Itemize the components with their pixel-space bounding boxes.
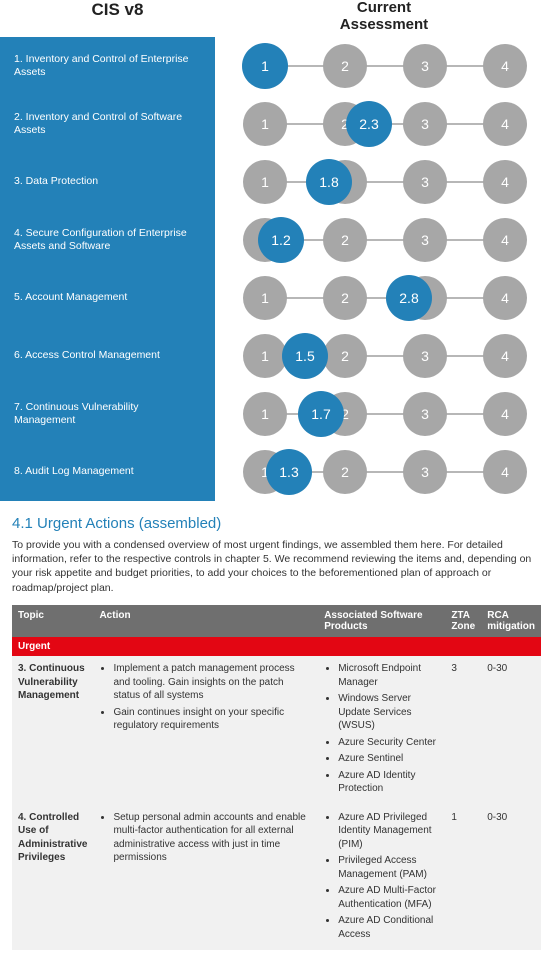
chart-score-row: 12341 — [225, 37, 553, 95]
chart-scale-node: 4 — [483, 218, 527, 262]
chart-scale-node: 3 — [403, 160, 447, 204]
product-item: Privileged Access Management (PAM) — [338, 854, 439, 881]
chart-score-row: 12341.7 — [225, 385, 553, 443]
product-item: Azure Security Center — [338, 736, 439, 750]
section-desc: To provide you with a condensed overview… — [12, 538, 541, 595]
cell-topic: 3. Continuous Vulnerability Management — [12, 656, 93, 805]
chart-scale-node: 4 — [483, 450, 527, 494]
cell-zta: 3 — [445, 656, 481, 805]
chart-scale-node: 3 — [403, 334, 447, 378]
chart-scale-node: 3 — [403, 218, 447, 262]
cell-action: Implement a patch management process and… — [93, 656, 318, 805]
product-item: Windows Server Update Services (WSUS) — [338, 692, 439, 733]
chart-scale-node: 4 — [483, 334, 527, 378]
chart-label: 4. Secure Configuration of Enterprise As… — [0, 211, 215, 269]
action-item: Gain continues insight on your specific … — [113, 706, 312, 733]
header-right-l1: Current — [357, 0, 411, 16]
chart-label: 2. Inventory and Control of Software Ass… — [0, 95, 215, 153]
chart-scale-node: 2 — [323, 218, 367, 262]
chart-label: 6. Access Control Management — [0, 327, 215, 385]
chart-score-marker: 2.8 — [386, 275, 432, 321]
chart-score-row: 12341.2 — [225, 211, 553, 269]
col-topic: Topic — [12, 605, 93, 637]
chart-score-marker: 2.3 — [346, 101, 392, 147]
chart-scale-node: 1 — [243, 334, 287, 378]
chart-labels-column: 1. Inventory and Control of Enterprise A… — [0, 37, 215, 501]
chart-line — [265, 181, 505, 183]
chart-score-marker: 1.8 — [306, 159, 352, 205]
urgent-actions-table: Topic Action Associated Software Product… — [12, 605, 541, 951]
chart-score-marker: 1 — [242, 43, 288, 89]
chart-scale-node: 2 — [323, 44, 367, 88]
col-action: Action — [93, 605, 318, 637]
action-item: Setup personal admin accounts and enable… — [113, 811, 312, 865]
chart-line — [265, 297, 505, 299]
chart-score-row: 12341.8 — [225, 153, 553, 211]
product-item: Microsoft Endpoint Manager — [338, 662, 439, 689]
chart-scale-node: 1 — [243, 392, 287, 436]
chart-scale-node: 4 — [483, 44, 527, 88]
product-item: Azure AD Identity Protection — [338, 769, 439, 796]
chart-score-row: 12342.8 — [225, 269, 553, 327]
chart-scale-node: 3 — [403, 392, 447, 436]
action-item: Implement a patch management process and… — [113, 662, 312, 703]
cell-products: Microsoft Endpoint Manager Windows Server… — [318, 656, 445, 805]
table-row: 3. Continuous Vulnerability Management Im… — [12, 656, 541, 805]
chart-scale-node: 1 — [243, 102, 287, 146]
cell-rca: 0-30 — [481, 805, 541, 951]
chart-scale-node: 4 — [483, 160, 527, 204]
chart-score-row: 12342.3 — [225, 95, 553, 153]
cell-topic: 4. Controlled Use of Administrative Priv… — [12, 805, 93, 951]
product-item: Azure AD Multi-Factor Authentication (MF… — [338, 884, 439, 911]
header-row: CIS v8 Current Assessment — [0, 0, 553, 33]
chart-label: 5. Account Management — [0, 269, 215, 327]
chart-scale-node: 4 — [483, 102, 527, 146]
chart-score-marker: 1.7 — [298, 391, 344, 437]
chart-scale-node: 2 — [323, 334, 367, 378]
table-header-row: Topic Action Associated Software Product… — [12, 605, 541, 637]
chart-scale-node: 3 — [403, 102, 447, 146]
chart-scale-node: 4 — [483, 392, 527, 436]
col-products: Associated Software Products — [318, 605, 445, 637]
product-item: Azure AD Privileged Identity Management … — [338, 811, 439, 852]
chart-scale-node: 2 — [323, 276, 367, 320]
chart-score-row: 12341.3 — [225, 443, 553, 501]
chart-scores-column: 1234112342.312341.812341.212342.812341.5… — [215, 37, 553, 501]
chart-label: 7. Continuous Vulnerability Management — [0, 385, 215, 443]
chart-label: 1. Inventory and Control of Enterprise A… — [0, 37, 215, 95]
product-item: Azure Sentinel — [338, 752, 439, 766]
table-body: Urgent3. Continuous Vulnerability Manage… — [12, 637, 541, 951]
chart-line — [265, 65, 505, 67]
chart-scale-node: 2 — [323, 450, 367, 494]
header-right: Current Assessment — [215, 0, 553, 33]
cell-rca: 0-30 — [481, 656, 541, 805]
chart-scale-node: 4 — [483, 276, 527, 320]
table-urgent-row: Urgent — [12, 637, 541, 657]
col-zta: ZTA Zone — [445, 605, 481, 637]
section-title: 4.1 Urgent Actions (assembled) — [12, 515, 541, 532]
col-rca: RCA mitigation — [481, 605, 541, 637]
chart-score-marker: 1.5 — [282, 333, 328, 379]
chart-score-marker: 1.2 — [258, 217, 304, 263]
product-item: Azure AD Conditional Access — [338, 914, 439, 941]
assessment-chart: 1. Inventory and Control of Enterprise A… — [0, 37, 553, 501]
header-left: CIS v8 — [0, 0, 215, 33]
cell-zta: 1 — [445, 805, 481, 951]
chart-score-row: 1234 1.5 — [225, 327, 553, 385]
chart-label: 8. Audit Log Management — [0, 443, 215, 501]
chart-scale-node: 1 — [243, 276, 287, 320]
chart-score-marker: 1.3 — [266, 449, 312, 495]
cell-action: Setup personal admin accounts and enable… — [93, 805, 318, 951]
table-row: 4. Controlled Use of Administrative Priv… — [12, 805, 541, 951]
cell-products: Azure AD Privileged Identity Management … — [318, 805, 445, 951]
chart-scale-node: 3 — [403, 44, 447, 88]
chart-label: 3. Data Protection — [0, 153, 215, 211]
table-urgent-label: Urgent — [12, 637, 541, 657]
header-right-l2: Assessment — [340, 16, 428, 33]
chart-scale-node: 1 — [243, 160, 287, 204]
chart-scale-node: 3 — [403, 450, 447, 494]
